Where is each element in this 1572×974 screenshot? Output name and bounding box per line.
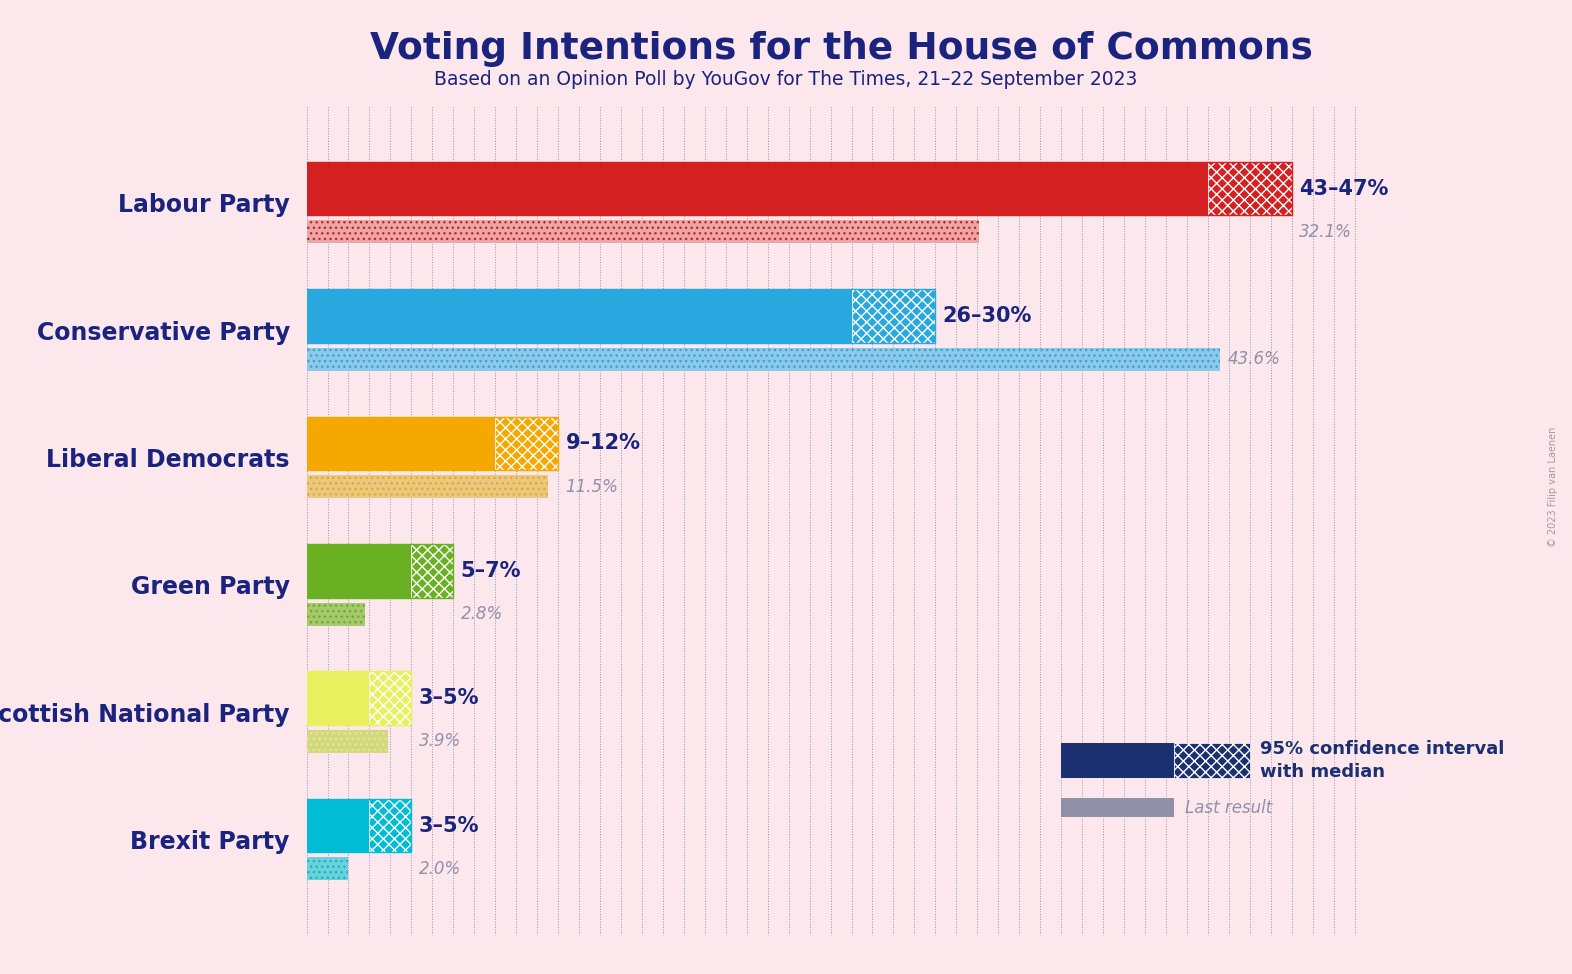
Bar — [369, 799, 412, 852]
Bar — [307, 857, 349, 880]
Bar — [307, 417, 495, 470]
Bar — [1061, 743, 1174, 778]
Bar — [1207, 162, 1292, 215]
Bar — [307, 289, 852, 343]
Bar — [307, 799, 369, 852]
Text: 2.8%: 2.8% — [461, 605, 503, 623]
Bar — [307, 475, 547, 498]
Text: 2.0%: 2.0% — [418, 860, 461, 878]
Bar — [307, 671, 412, 725]
Text: 26–30%: 26–30% — [943, 306, 1033, 326]
Bar — [412, 544, 453, 597]
Bar — [307, 220, 979, 244]
Bar — [307, 603, 365, 625]
Text: 3–5%: 3–5% — [418, 815, 479, 836]
Bar — [852, 289, 935, 343]
Text: 3–5%: 3–5% — [418, 689, 479, 708]
Bar — [307, 162, 1292, 215]
Bar — [307, 544, 453, 597]
Bar — [307, 730, 388, 753]
Text: 32.1%: 32.1% — [1298, 223, 1352, 241]
Bar — [307, 671, 369, 725]
Bar — [369, 671, 412, 725]
Bar — [307, 857, 349, 880]
Text: 95% confidence interval
with median: 95% confidence interval with median — [1261, 739, 1504, 781]
Bar — [495, 417, 558, 470]
Text: 3.9%: 3.9% — [418, 732, 461, 750]
Bar — [307, 799, 412, 852]
Title: Voting Intentions for the House of Commons: Voting Intentions for the House of Commo… — [369, 30, 1313, 66]
Bar — [307, 544, 412, 597]
Bar — [307, 289, 935, 343]
Text: 43.6%: 43.6% — [1228, 351, 1281, 368]
Bar — [307, 603, 365, 625]
Text: 43–47%: 43–47% — [1298, 178, 1388, 199]
Text: 11.5%: 11.5% — [566, 477, 618, 496]
Bar — [307, 348, 1220, 371]
Bar — [307, 417, 558, 470]
Text: © 2023 Filip van Laenen: © 2023 Filip van Laenen — [1548, 427, 1558, 547]
Bar — [307, 220, 979, 244]
Text: Last result: Last result — [1185, 799, 1272, 816]
Bar — [307, 475, 547, 498]
Bar — [1061, 798, 1174, 817]
Bar — [307, 348, 1220, 371]
Text: 5–7%: 5–7% — [461, 561, 520, 581]
Bar — [1174, 743, 1250, 778]
Bar — [307, 162, 1207, 215]
Text: Based on an Opinion Poll by YouGov for The Times, 21–22 September 2023: Based on an Opinion Poll by YouGov for T… — [434, 70, 1138, 90]
Text: 9–12%: 9–12% — [566, 433, 640, 453]
Bar — [307, 730, 388, 753]
